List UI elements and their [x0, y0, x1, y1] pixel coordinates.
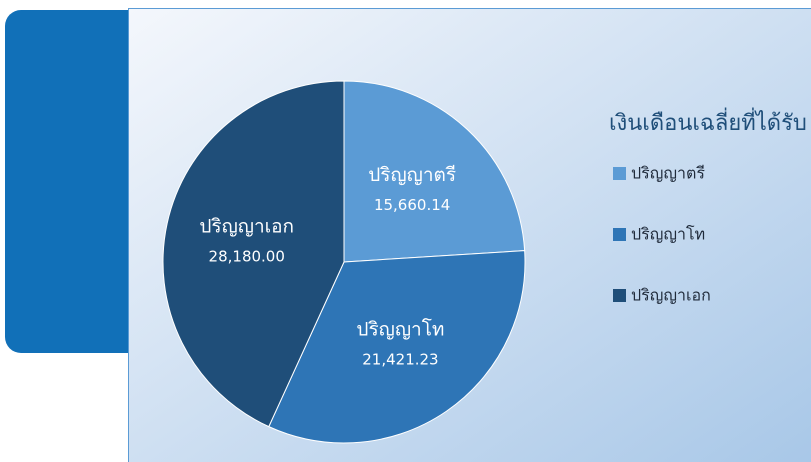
legend-swatch	[613, 289, 626, 302]
pie-slice	[268, 250, 526, 444]
slice-label: ปริญญาโท	[356, 318, 444, 341]
side-tab	[5, 10, 155, 353]
slice-value: 21,421.23	[362, 351, 438, 369]
pie-slice	[343, 80, 526, 263]
pie-slice	[162, 80, 345, 428]
legend-swatch	[613, 167, 626, 180]
legend-label: ปริญญาโท	[631, 225, 705, 244]
slice-value: 28,180.00	[209, 247, 285, 265]
slice-label: ปริญญาเอก	[199, 215, 294, 237]
legend-swatch	[613, 228, 626, 241]
legend-label: ปริญญาเอก	[631, 286, 711, 305]
legend-label: ปริญญาตรี	[631, 164, 705, 183]
slice-value: 15,660.14	[374, 196, 450, 214]
chart-title: เงินเดือนเฉลี่ยที่ได้รับ	[609, 107, 807, 136]
slice-label: ปริญญาตรี	[368, 164, 456, 186]
